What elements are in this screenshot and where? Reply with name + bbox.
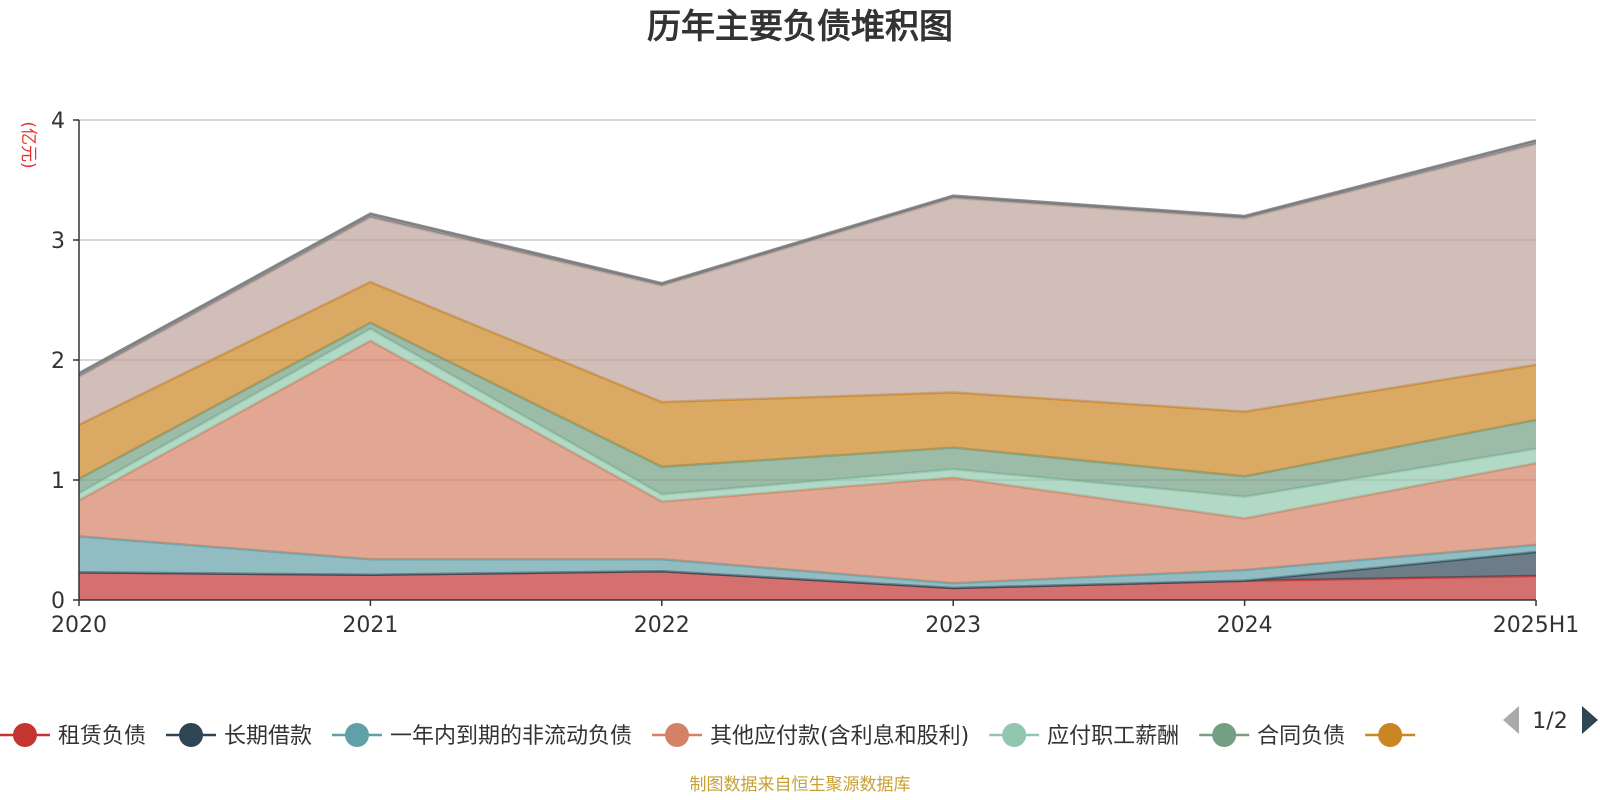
legend-item[interactable]: 其他应付款(含利息和股利) — [652, 723, 969, 749]
legend-circle-icon — [1378, 723, 1403, 747]
stacked-areas — [78, 139, 1537, 600]
legend-page-indicator: 1/2 — [1532, 709, 1567, 734]
legend-pager: 1/2 — [1503, 706, 1598, 734]
legend-circle-icon — [179, 723, 204, 747]
legend-circle-icon — [345, 723, 370, 747]
area-series-2 — [79, 536, 1536, 588]
chart-title: 历年主要负债堆积图 — [647, 7, 953, 47]
legend-prev-arrow-icon[interactable] — [1503, 706, 1519, 734]
y-unit-label: (亿元) — [18, 121, 38, 168]
legend-label: 合同负债 — [1257, 724, 1345, 749]
legend-item[interactable] — [1365, 723, 1416, 747]
legend-circle-icon — [665, 723, 690, 747]
area-series-4 — [79, 328, 1536, 519]
legend-item[interactable]: 租赁负债 — [0, 723, 146, 749]
y-tick-label: 1 — [51, 469, 65, 494]
legend: 租赁负债 长期借款 一年内到期的非流动负债 其他应付款(含利息和股利) 应付职工薪酬 合同… — [0, 723, 1416, 749]
legend-circle-icon — [1002, 723, 1027, 747]
x-tick-label: 2022 — [634, 613, 690, 638]
data-source-footer: 制图数据来自恒生聚源数据库 — [690, 775, 911, 795]
y-tick-label: 3 — [51, 229, 65, 254]
legend-item[interactable]: 长期借款 — [166, 723, 312, 749]
x-tick-label: 2025H1 — [1493, 613, 1580, 638]
x-tick-label: 2024 — [1217, 613, 1273, 638]
legend-circle-icon — [13, 723, 37, 747]
area-series-5 — [79, 322, 1536, 497]
x-tick-label: 2023 — [925, 613, 981, 638]
line-series-8 — [78, 139, 1537, 375]
legend-next-arrow-icon[interactable] — [1582, 706, 1598, 734]
legend-item[interactable]: 一年内到期的非流动负债 — [332, 723, 632, 749]
area-series-3 — [79, 340, 1536, 584]
y-tick-label: 2 — [51, 349, 65, 374]
area-series-6 — [79, 282, 1536, 479]
legend-item[interactable]: 合同负债 — [1199, 723, 1345, 749]
legend-item[interactable]: 应付职工薪酬 — [989, 723, 1179, 749]
legend-label: 一年内到期的非流动负债 — [390, 724, 632, 749]
area-series-0 — [79, 571, 1536, 600]
legend-label: 长期借款 — [224, 724, 312, 749]
y-tick-label: 0 — [51, 589, 65, 614]
x-tick-label: 2020 — [51, 613, 107, 638]
x-tick-label: 2021 — [342, 613, 398, 638]
legend-label: 其他应付款(含利息和股利) — [710, 724, 969, 749]
axes: 0 1 2 3 4 2020 2021 2022 2023 2024 2025H1 — [51, 109, 1579, 638]
legend-label: 租赁负债 — [58, 724, 146, 749]
legend-label: 应付职工薪酬 — [1047, 724, 1179, 749]
y-tick-label: 4 — [51, 109, 65, 134]
legend-circle-icon — [1212, 723, 1237, 747]
